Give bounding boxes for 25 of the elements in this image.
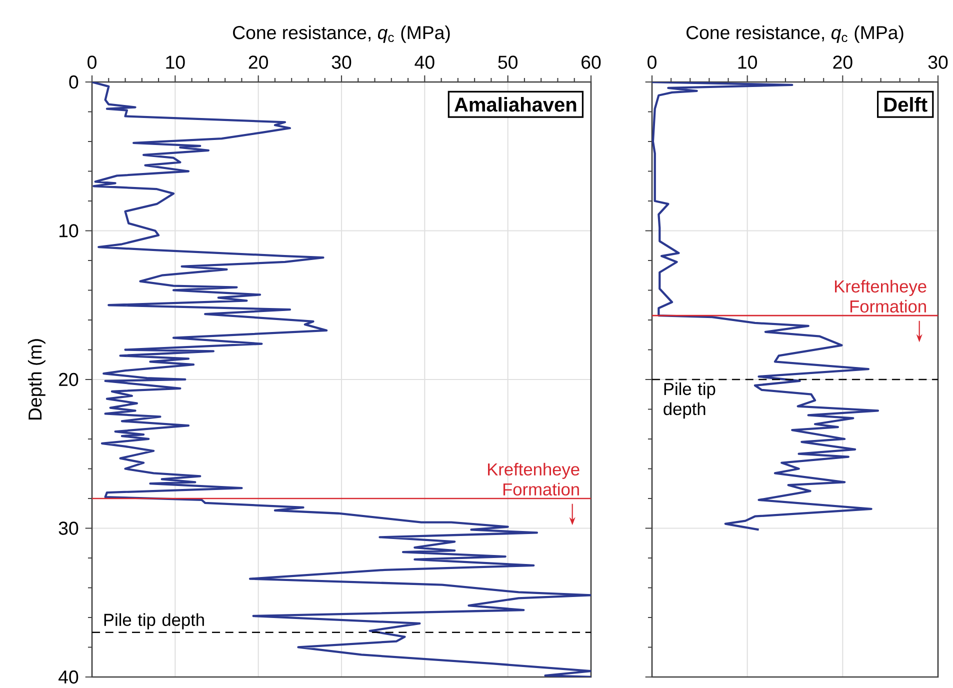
ref-line-label: Pile tip depth: [104, 613, 204, 630]
y-axis-title: Depth (m): [28, 339, 46, 420]
x-tick-label: 20: [833, 56, 852, 69]
x-axis-title: Cone resistance, q$_{c}$ (MPa): [686, 26, 904, 43]
y-tick-label: 40: [58, 670, 78, 684]
ref-line-label: Kreftenheye Formation: [835, 280, 926, 313]
ref-line-label: Pile tip depth: [664, 382, 716, 419]
text: Delft: [884, 97, 928, 112]
ref-line-label: Kreftenheye Formation: [488, 462, 580, 496]
y-tick-label: 20: [59, 372, 78, 386]
x-tick-label: 0: [88, 56, 96, 69]
y-tick-label: 30: [58, 522, 78, 535]
x-tick-label: 10: [166, 56, 185, 69]
x-tick-label: 10: [738, 56, 757, 69]
y-tick-label: 0: [69, 75, 78, 89]
x-tick-label: 50: [498, 56, 518, 69]
x-tick-label: 60: [582, 56, 601, 69]
y-tick-label: 10: [60, 224, 78, 238]
x-tick-label: 30: [332, 56, 352, 69]
x-tick-label: 30: [928, 56, 948, 69]
x-axis-title: Cone resistance, q$_{c}$ (MPa): [233, 26, 450, 43]
x-tick-label: 0: [648, 56, 656, 69]
text: Amaliahaven: [454, 97, 576, 112]
x-tick-label: 20: [248, 56, 268, 69]
x-tick-label: 40: [414, 56, 434, 69]
